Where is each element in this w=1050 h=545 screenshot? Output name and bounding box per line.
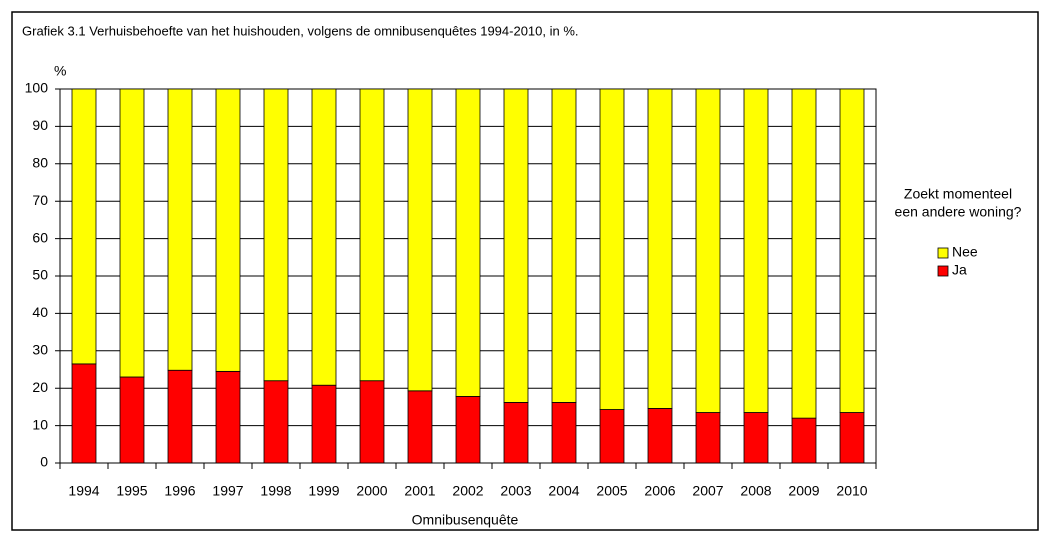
bar-segment [599,88,625,410]
x-tick-label: 2000 [356,483,387,499]
legend-title: een andere woning? [895,204,1022,220]
x-tick-label: 2002 [452,483,483,499]
x-tick-label: 2006 [644,483,675,499]
x-tick-label: 1996 [164,483,195,499]
bar-segment [695,412,721,464]
x-tick-label: 2008 [740,483,771,499]
x-tick-label: 1994 [68,483,99,499]
y-tick-label: 80 [32,155,48,171]
bar-segment [839,412,865,464]
legend-swatch [937,247,949,259]
bar-segment [263,380,289,464]
y-tick-label: 60 [32,229,48,245]
y-tick-label: 40 [32,304,48,320]
x-tick-label: 2009 [788,483,819,499]
bar-segment [71,88,97,365]
bar-segment [791,417,817,464]
y-tick-label: 30 [32,342,48,358]
bar-segment [743,412,769,464]
bar-segment [743,88,769,413]
x-tick-label: 1999 [308,483,339,499]
legend-label: Ja [952,262,967,278]
x-tick-label: 2004 [548,483,579,499]
bar-segment [599,409,625,464]
bar-segment [551,402,577,464]
y-tick-label: 20 [32,379,48,395]
bar-segment [503,88,529,403]
bar-segment [407,390,433,464]
y-tick-label: 0 [40,454,48,470]
bar-segment [311,88,337,386]
legend-title: Zoekt momenteel [904,186,1012,202]
bar-segment [551,88,577,403]
bar-segment [839,88,865,413]
x-tick-label: 2005 [596,483,627,499]
bar-segment [263,88,289,382]
bar-segment [359,380,385,464]
y-tick-label: 50 [32,267,48,283]
bar-segment [215,370,241,464]
bar-segment [791,88,817,419]
bar-segment [119,376,145,464]
x-tick-label: 1998 [260,483,291,499]
y-tick-label: 10 [32,416,48,432]
y-tick-label: 90 [32,117,48,133]
x-tick-label: 2010 [836,483,867,499]
bar-segment [455,396,481,464]
bar-segment [167,369,193,464]
bar-segment [215,88,241,372]
bar-segment [311,384,337,464]
bar-segment [359,88,385,382]
bar-segment [119,88,145,378]
legend-label: Nee [952,244,978,260]
x-tick-label: 2001 [404,483,435,499]
x-axis-label: Omnibusenquête [412,512,519,528]
legend-swatch [937,265,949,277]
y-axis-label: % [54,63,66,79]
x-tick-label: 2003 [500,483,531,499]
x-tick-label: 1995 [116,483,147,499]
bar-segment [647,88,673,409]
bar-segment [71,363,97,464]
y-tick-label: 70 [32,192,48,208]
bar-segment [503,402,529,464]
y-tick-label: 100 [25,80,49,96]
bar-segment [167,88,193,371]
bar-segment [407,88,433,392]
x-tick-label: 2007 [692,483,723,499]
x-tick-label: 1997 [212,483,243,499]
chart-title: Grafiek 3.1 Verhuisbehoefte van het huis… [22,23,579,38]
bar-segment [647,407,673,464]
bar-segment [695,88,721,413]
bar-segment [455,88,481,397]
